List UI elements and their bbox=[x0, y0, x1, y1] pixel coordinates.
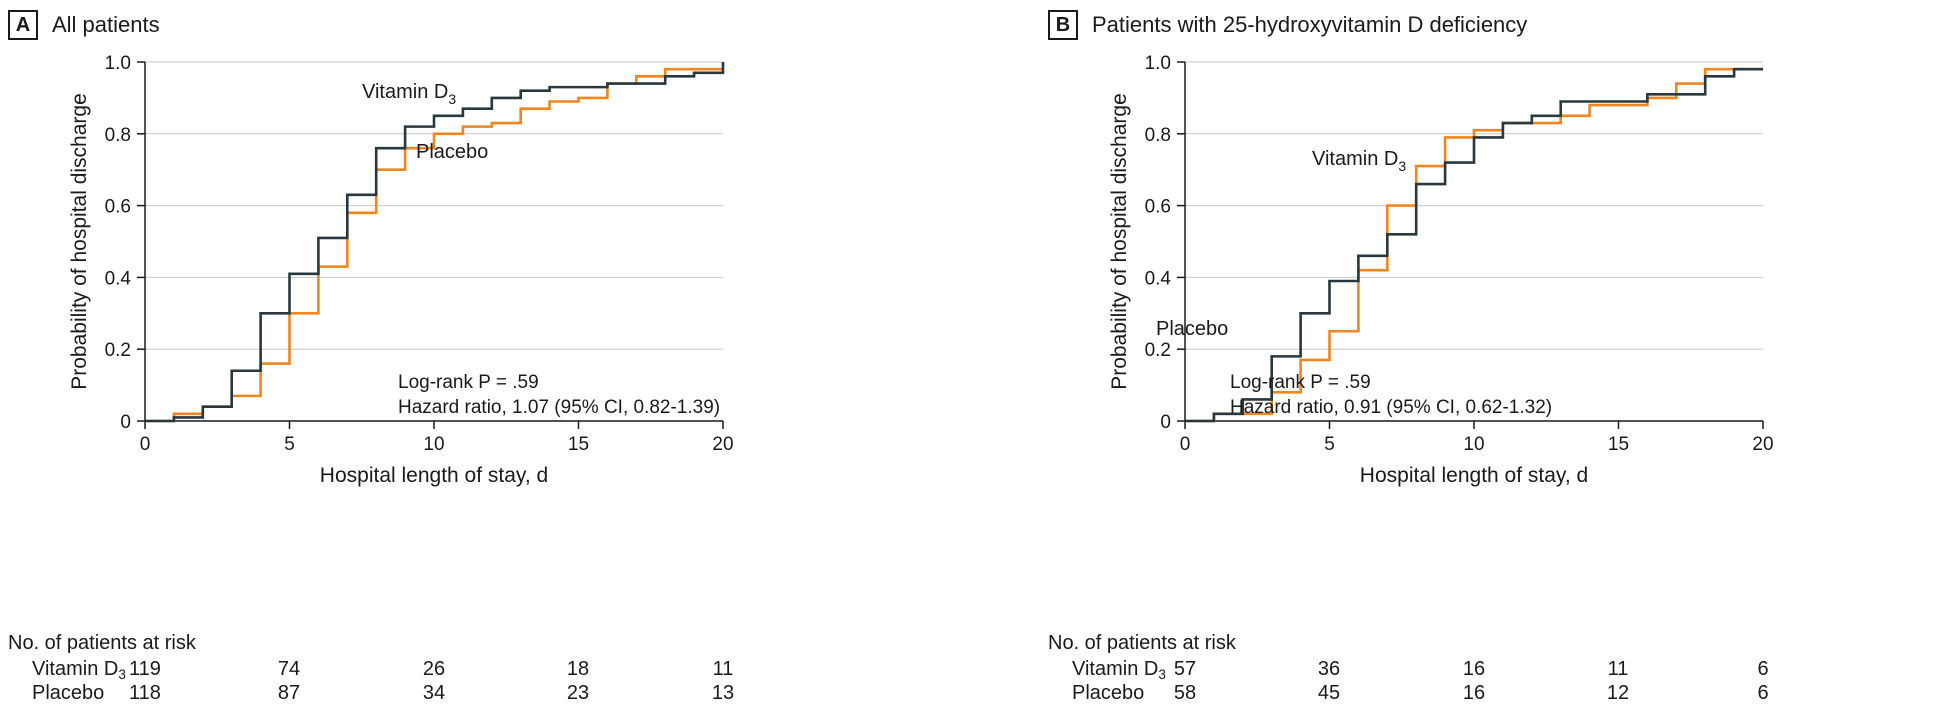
risk-table-title: No. of patients at risk bbox=[8, 632, 196, 654]
x-tick-label: 15 bbox=[1608, 434, 1629, 455]
log-rank-annotation: Log-rank P = .59 bbox=[1230, 372, 1371, 393]
risk-table-cell: 16 bbox=[1462, 682, 1486, 704]
risk-table-cell: 36 bbox=[1317, 658, 1341, 680]
panel-title: All patients bbox=[52, 12, 160, 37]
placebo-curve bbox=[1185, 67, 1763, 423]
y-tick-label: 1.0 bbox=[1145, 53, 1171, 74]
risk-table-cell: 23 bbox=[566, 682, 590, 704]
risk-table-cell: 13 bbox=[711, 682, 735, 704]
panel-a: A All patients 0 0.2 0.4 0.6 0.8 1.0 0 5 10 15 20 H… bbox=[0, 0, 975, 720]
y-axis-label: Probability of hospital discharge bbox=[68, 93, 91, 390]
km-chart: 0 0.2 0.4 0.6 0.8 1.0 0 5 10 15 20 Hospital length … bbox=[68, 53, 734, 487]
x-tick-label: 20 bbox=[1752, 434, 1773, 455]
y-tick-label: 0 bbox=[120, 412, 131, 433]
panel-header: A All patients bbox=[8, 8, 160, 42]
hazard-ratio-annotation: Hazard ratio, 0.91 (95% CI, 0.62-1.32) bbox=[1230, 397, 1552, 418]
risk-row-label-placebo: Placebo bbox=[1072, 682, 1145, 704]
y-tick-label: 0.8 bbox=[1145, 125, 1171, 146]
risk-table-cell: 87 bbox=[277, 682, 301, 704]
y-tick-label: 0 bbox=[1160, 412, 1171, 433]
risk-table-cell: 34 bbox=[422, 682, 446, 704]
placebo-curve-label: Placebo bbox=[1156, 318, 1228, 340]
risk-table-title: No. of patients at risk bbox=[1048, 632, 1236, 654]
panel-letter: B bbox=[1048, 10, 1078, 40]
x-tick-label: 0 bbox=[140, 434, 151, 455]
km-chart: 0 0.2 0.4 0.6 0.8 1.0 0 5 10 15 20 Hospital length … bbox=[1108, 53, 1774, 487]
risk-table-cell: 119 bbox=[129, 658, 161, 680]
risk-table-cell: 16 bbox=[1462, 658, 1486, 680]
x-tick-label: 10 bbox=[1463, 434, 1484, 455]
risk-table-cell: 57 bbox=[1173, 658, 1197, 680]
y-tick-label: 0.2 bbox=[105, 340, 131, 361]
panel-header: B Patients with 25-hydroxyvitamin D defi… bbox=[1048, 8, 1527, 42]
risk-table-cell: 12 bbox=[1606, 682, 1630, 704]
risk-table-cell: 58 bbox=[1173, 682, 1197, 704]
risk-row-label-placebo: Placebo bbox=[32, 682, 105, 704]
hazard-ratio-annotation: Hazard ratio, 1.07 (95% CI, 0.82-1.39) bbox=[398, 397, 720, 418]
y-tick-label: 1.0 bbox=[105, 53, 131, 74]
y-tick-label: 0.6 bbox=[1145, 197, 1171, 218]
risk-table-cell: 11 bbox=[712, 658, 734, 680]
panel-letter: A bbox=[8, 10, 38, 40]
x-axis-label: Hospital length of stay, d bbox=[1360, 464, 1588, 487]
placebo-curve-label: Placebo bbox=[416, 141, 488, 163]
risk-row-label-vitamin-d3: Vitamin D3 bbox=[1072, 658, 1166, 683]
log-rank-annotation: Log-rank P = .59 bbox=[398, 372, 539, 393]
risk-table-cell: 118 bbox=[129, 682, 161, 704]
panel-b: B Patients with 25-hydroxyvitamin D defi… bbox=[1040, 0, 1955, 720]
x-tick-label: 15 bbox=[568, 434, 589, 455]
risk-table-cell: 18 bbox=[566, 658, 590, 680]
panel-title: Patients with 25-hydroxyvitamin D defici… bbox=[1092, 12, 1528, 37]
risk-table-cell: 26 bbox=[422, 658, 446, 680]
y-tick-label: 0.2 bbox=[1145, 340, 1171, 361]
risk-table-cell: 6 bbox=[1757, 682, 1769, 704]
x-tick-label: 20 bbox=[712, 434, 733, 455]
x-tick-label: 0 bbox=[1180, 434, 1191, 455]
y-tick-label: 0.8 bbox=[105, 125, 131, 146]
vitamin-d3-curve bbox=[145, 62, 725, 423]
y-axis-label: Probability of hospital discharge bbox=[1108, 93, 1131, 390]
y-tick-label: 0.4 bbox=[105, 268, 132, 289]
vitamin-d3-curve-label: Vitamin D3 bbox=[362, 81, 456, 107]
risk-table-cell: 11 bbox=[1607, 658, 1629, 680]
risk-row-label-vitamin-d3: Vitamin D3 bbox=[32, 658, 126, 683]
risk-table-cell: 74 bbox=[277, 658, 301, 680]
y-tick-label: 0.6 bbox=[105, 197, 131, 218]
y-tick-label: 0.4 bbox=[1145, 268, 1172, 289]
x-tick-label: 5 bbox=[1324, 434, 1335, 455]
x-tick-label: 10 bbox=[423, 434, 444, 455]
x-axis-label: Hospital length of stay, d bbox=[320, 464, 548, 487]
vitamin-d3-curve-label: Vitamin D3 bbox=[1312, 148, 1406, 174]
vitamin-d3-curve bbox=[1185, 67, 1763, 423]
x-tick-label: 5 bbox=[284, 434, 295, 455]
risk-table-cell: 6 bbox=[1757, 658, 1769, 680]
risk-table-cell: 45 bbox=[1317, 682, 1341, 704]
